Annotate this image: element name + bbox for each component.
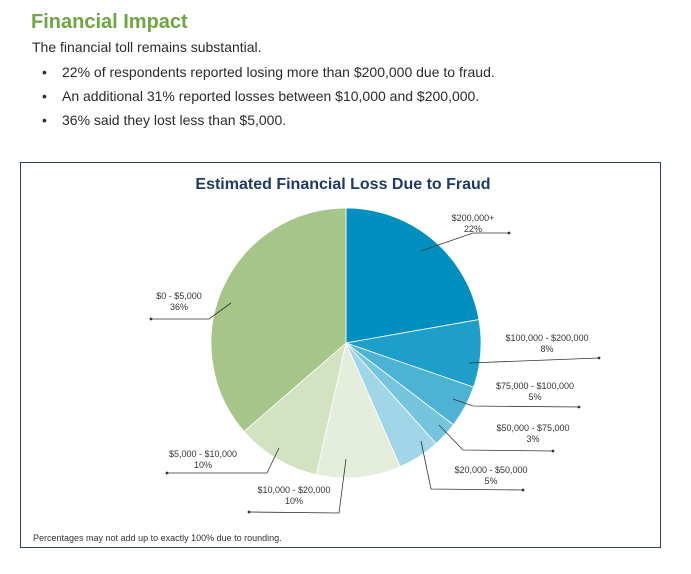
slice-value-label: 22% [464,224,482,234]
slice-category-label: $10,000 - $20,000 [257,485,330,495]
leader-line [420,232,509,252]
intro-text: The financial toll remains substantial. [32,39,262,55]
leader-dot [247,510,251,514]
slice-value-label: 3% [526,434,539,444]
rounding-note: Percentages may not add up to exactly 10… [33,533,282,543]
bullet-dot-icon: • [42,64,47,80]
leader-line [438,424,554,452]
slice-category-label: $200,000+ [452,213,495,223]
leader-dot [149,317,153,321]
leader-dot [165,471,169,475]
leader-dot [577,405,581,409]
leader-line [452,398,580,408]
slice-value-label: 36% [170,302,188,312]
leader-line [151,302,232,320]
leader-dot [507,231,511,235]
bullet-item: • 22% of respondents reported losing more… [40,62,495,86]
bullet-dot-icon: • [42,88,47,104]
slice-category-label: $0 - $5,000 [156,291,202,301]
bullet-item: • An additional 31% reported losses betwe… [40,86,495,110]
slice-value-label: 10% [285,496,303,506]
pie-slice [243,341,347,476]
pie-slice [315,341,401,479]
leader-line [248,458,347,514]
slice-value-label: 8% [540,344,553,354]
slice-value-label: 5% [484,476,497,486]
leader-dot [597,356,601,360]
leader-dot [521,488,525,492]
bullet-text: 22% of respondents reported losing more … [62,64,495,80]
bullet-text: An additional 31% reported losses betwee… [62,88,480,104]
slice-category-label: $100,000 - $200,000 [505,333,588,343]
pie-slice [345,207,480,344]
bullet-item: • 36% said they lost less than $5,000. [40,110,495,134]
pie-slices [210,207,482,479]
leader-dot [551,449,555,453]
pie-slice [210,207,347,432]
slice-category-label: $20,000 - $50,000 [454,465,527,475]
leader-lines [149,231,601,514]
slice-category-label: $50,000 - $75,000 [496,423,569,433]
slice-category-label: $5,000 - $10,000 [169,449,237,459]
pie-chart: Estimated Financial Loss Due to Fraud $2… [149,176,601,514]
section-heading: Financial Impact [31,11,188,33]
chart-title: Estimated Financial Loss Due to Fraud [195,176,490,193]
slice-value-label: 10% [194,460,212,470]
bullet-text: 36% said they lost less than $5,000. [62,112,287,128]
leader-line [420,440,524,491]
bullet-dot-icon: • [42,112,47,128]
leader-line [167,447,280,474]
leader-line [468,357,600,364]
bullet-list: • 22% of respondents reported losing more… [40,62,495,134]
slice-category-label: $75,000 - $100,000 [496,381,574,391]
chart-container: Estimated Financial Loss Due to Fraud $2… [20,162,661,548]
slice-value-label: 5% [528,392,541,402]
